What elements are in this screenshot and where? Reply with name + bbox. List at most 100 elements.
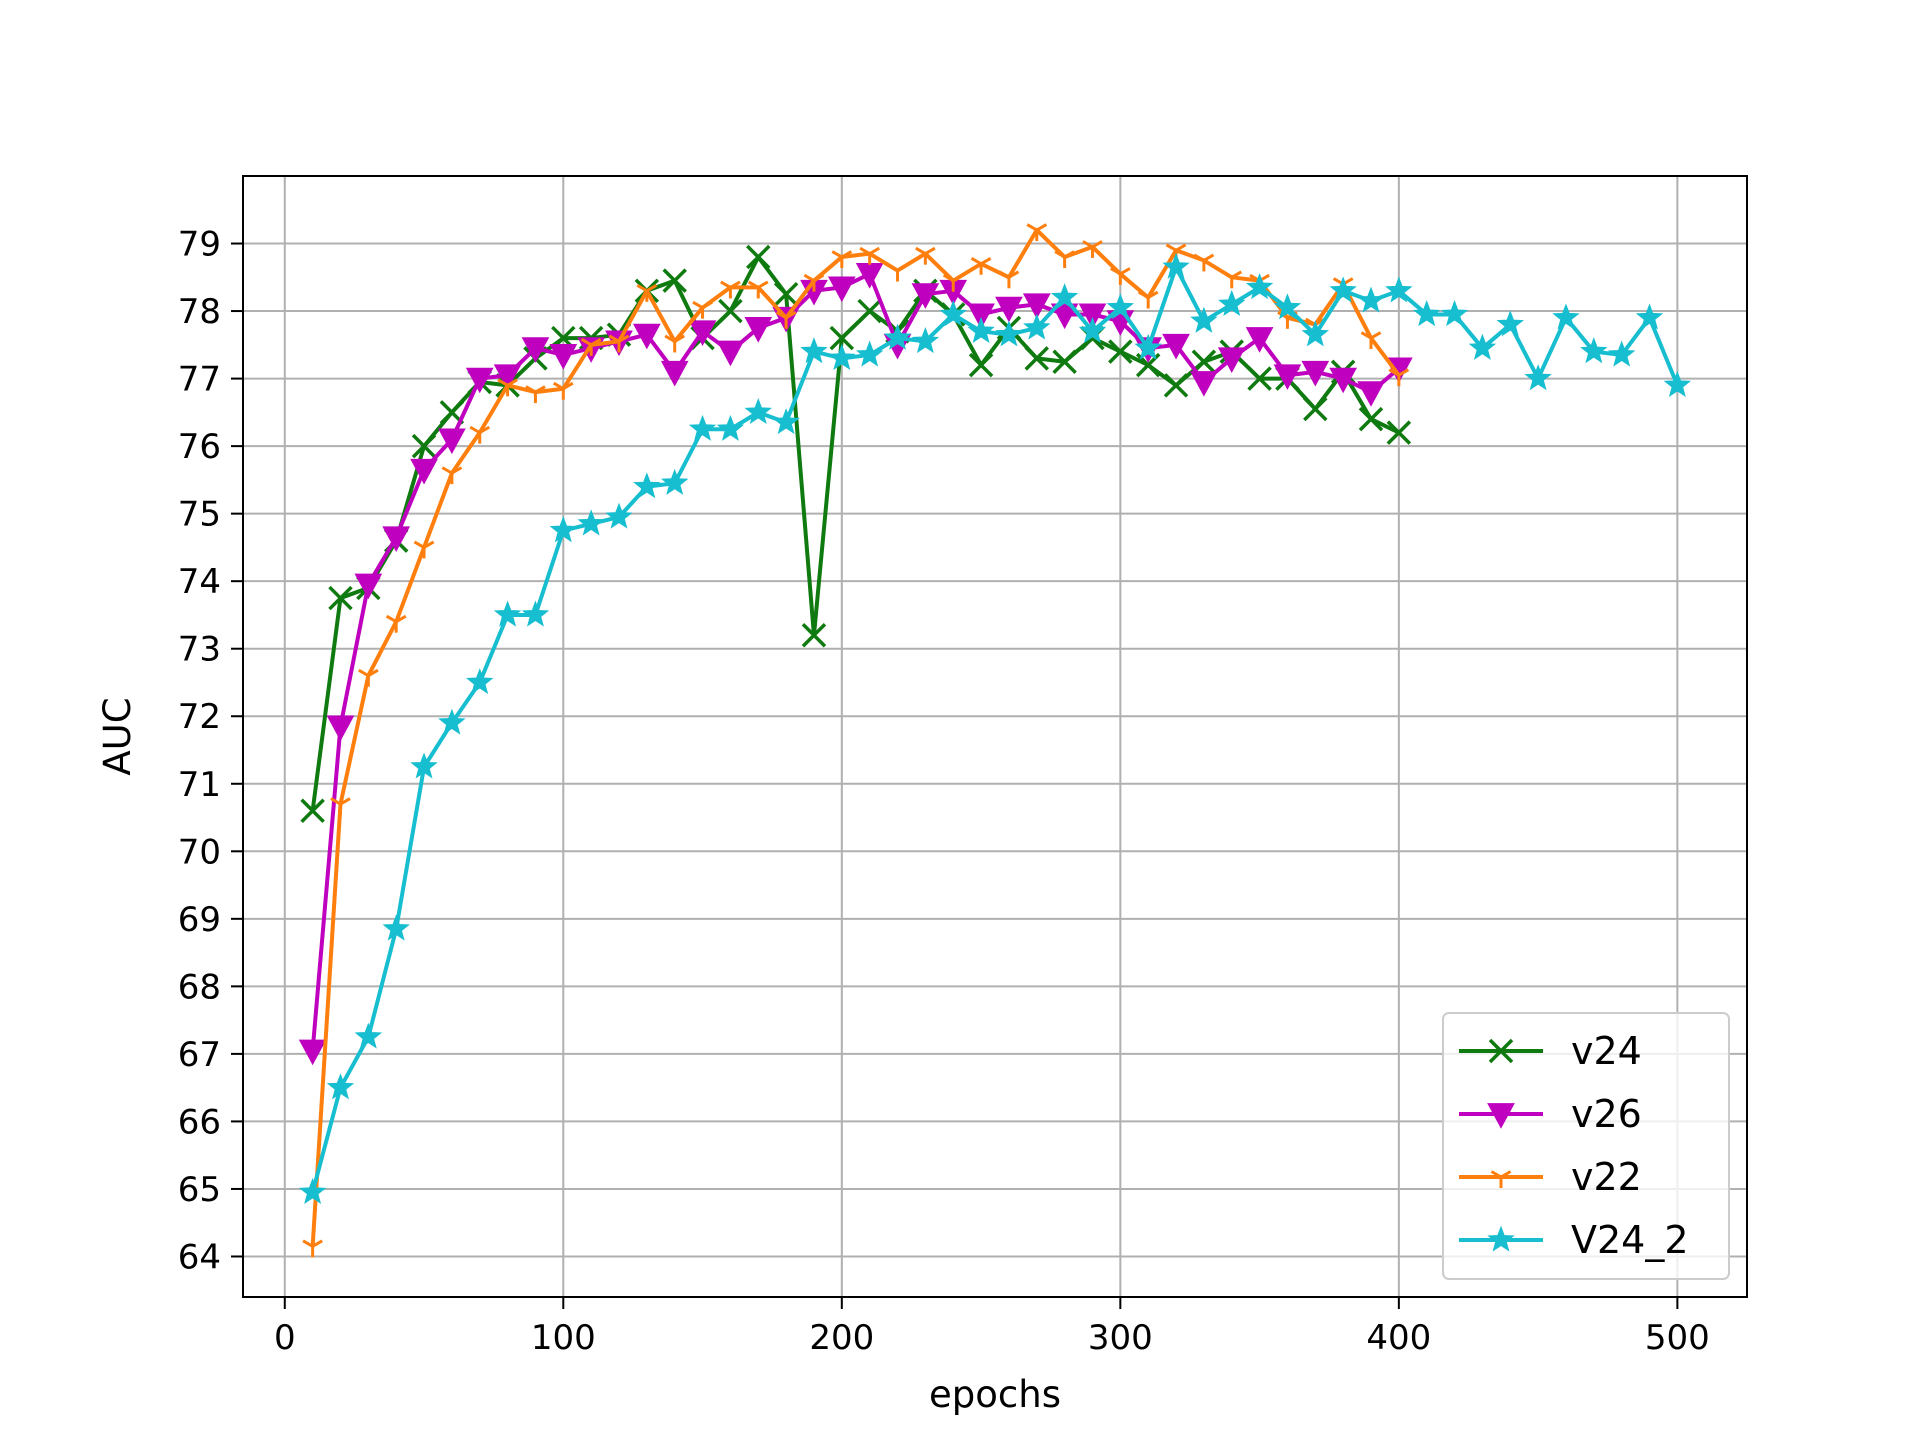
data-point-v24 (1163, 373, 1189, 398)
data-point-V24_2 (466, 668, 494, 695)
y-tick-label: 66 (178, 1102, 221, 1142)
data-point-v22 (1026, 223, 1048, 242)
data-point-v24 (300, 798, 325, 824)
data-point-v22 (552, 381, 574, 400)
data-point-V24_2 (493, 600, 522, 627)
data-point-v22 (1137, 290, 1159, 309)
data-point-v26 (1190, 371, 1218, 397)
data-point-v22 (330, 797, 351, 816)
data-point-v26 (1245, 327, 1274, 353)
y-tick-label: 64 (178, 1237, 221, 1277)
data-point-v26 (716, 340, 745, 367)
data-point-v24 (746, 244, 771, 270)
data-point-v22 (887, 263, 908, 282)
series-lines (298, 223, 1692, 1258)
data-point-v24 (1303, 396, 1328, 422)
legend-label: V24_2 (1571, 1218, 1689, 1262)
data-point-v26 (465, 367, 494, 394)
data-point-v26 (326, 715, 355, 742)
data-point-v22 (692, 300, 713, 319)
data-point-V24_2 (1385, 276, 1413, 303)
data-point-v22 (1360, 331, 1382, 350)
data-point-V24_2 (354, 1022, 383, 1049)
x-tick-label: 300 (1088, 1318, 1153, 1358)
data-point-V24_2 (855, 340, 884, 367)
data-point-v22 (998, 270, 1020, 289)
data-point-V24_2 (298, 1177, 327, 1204)
data-point-V24_2 (716, 414, 745, 441)
x-tick-label: 200 (809, 1318, 874, 1358)
data-point-v22 (1054, 250, 1075, 269)
data-point-v26 (382, 526, 411, 552)
data-point-V24_2 (577, 509, 605, 536)
plot-frame (242, 175, 1748, 1298)
data-point-V24_2 (800, 337, 828, 364)
data-point-v26 (354, 573, 383, 600)
data-point-V24_2 (1245, 273, 1274, 300)
data-point-v22 (302, 1239, 323, 1258)
data-point-V24_2 (1552, 303, 1580, 330)
data-point-V24_2 (939, 300, 967, 327)
data-point-v24 (857, 298, 882, 324)
data-point-V24_2 (1468, 333, 1497, 360)
data-point-v26 (1022, 293, 1051, 320)
data-point-v22 (803, 273, 825, 292)
series-v24 (300, 244, 1412, 824)
data-point-v22 (1082, 240, 1103, 258)
data-point-V24_2 (1078, 316, 1107, 343)
data-point-v26 (1162, 333, 1190, 360)
data-point-V24_2 (1162, 252, 1190, 279)
data-point-V24_2 (1524, 364, 1552, 391)
data-point-v24 (411, 433, 437, 459)
data-point-V24_2 (1050, 283, 1079, 310)
data-point-v26 (1078, 303, 1107, 330)
data-point-v24 (718, 298, 743, 324)
data-point-v24 (1358, 406, 1384, 432)
data-point-V24_2 (1218, 289, 1246, 316)
data-point-v22 (385, 614, 407, 633)
series-line-v22 (310, 228, 1401, 1247)
data-point-V24_2 (1023, 313, 1051, 340)
y-tick-label: 68 (178, 967, 221, 1007)
y-tick-label: 69 (178, 900, 221, 940)
legend-entry: v22 (1459, 1155, 1642, 1199)
data-point-V24_2 (633, 472, 661, 499)
y-tick-label: 70 (178, 832, 221, 872)
y-tick-label: 72 (178, 697, 221, 737)
data-point-v22 (664, 334, 686, 353)
data-point-V24_2 (1663, 370, 1692, 398)
legend-box (1442, 1012, 1730, 1280)
data-point-V24_2 (995, 320, 1023, 347)
data-point-v22 (775, 311, 797, 329)
legend-marker (1487, 1103, 1515, 1129)
series-v22 (302, 223, 1410, 1258)
data-point-V24_2 (1190, 306, 1218, 333)
data-point-V24_2 (1134, 333, 1162, 360)
data-point-V24_2 (772, 408, 800, 435)
legend-label: v22 (1571, 1155, 1642, 1199)
legend-entry: V24_2 (1459, 1218, 1689, 1262)
data-point-v22 (720, 280, 741, 299)
data-point-v24 (662, 268, 687, 293)
data-point-V24_2 (967, 316, 995, 343)
data-point-v22 (497, 378, 518, 397)
data-point-v24 (801, 622, 827, 648)
y-tick-label: 79 (178, 225, 221, 265)
data-point-v22 (413, 540, 435, 559)
data-point-v26 (1050, 303, 1079, 330)
data-point-v26 (995, 296, 1023, 323)
data-point-v26 (410, 458, 438, 485)
data-point-V24_2 (1412, 300, 1441, 327)
data-point-v22 (358, 668, 379, 687)
data-point-v26 (493, 364, 522, 390)
data-point-V24_2 (1496, 310, 1524, 337)
legend-marker (1488, 1038, 1514, 1064)
data-point-v24 (829, 325, 855, 351)
data-point-v26 (438, 428, 466, 455)
y-tick-label: 65 (178, 1170, 221, 1210)
data-point-V24_2 (1607, 340, 1636, 367)
data-point-v26 (827, 276, 856, 303)
data-point-V24_2 (1580, 337, 1608, 364)
data-point-V24_2 (1106, 293, 1135, 320)
